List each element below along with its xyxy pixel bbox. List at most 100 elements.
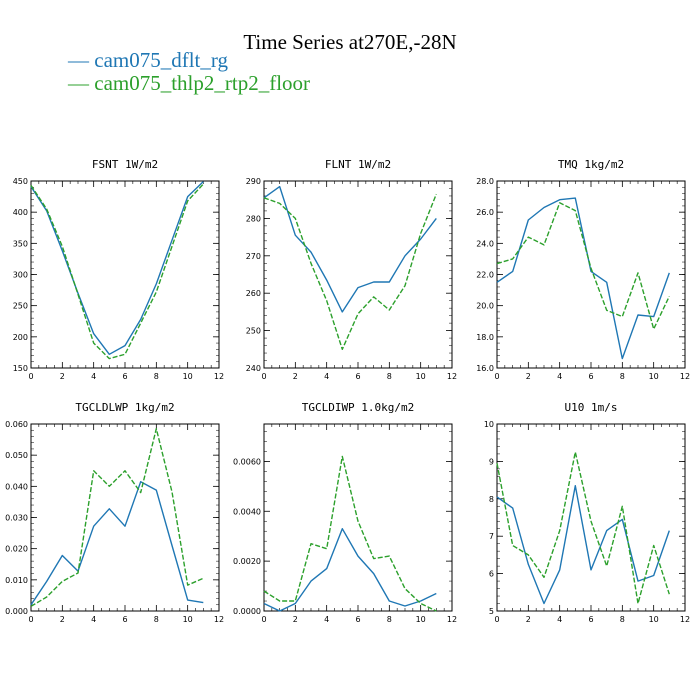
series-line-1 xyxy=(263,185,437,313)
x-tick-label: 8 xyxy=(620,372,625,381)
y-tick-label: 0.0020 xyxy=(233,557,261,566)
x-tick-label: 4 xyxy=(557,372,562,381)
x-tick-label: 4 xyxy=(557,615,562,624)
y-tick-label: 16.0 xyxy=(476,364,494,373)
x-tick-label: 0 xyxy=(261,372,266,381)
y-tick-label: 250 xyxy=(13,302,28,311)
y-tick-label: 290 xyxy=(246,177,261,186)
y-tick-label: 450 xyxy=(13,177,28,186)
panel-title: FSNT 1W/m2 xyxy=(92,158,158,171)
y-tick-label: 280 xyxy=(246,214,261,223)
y-tick-label: 0.0040 xyxy=(233,507,261,516)
x-tick-label: 6 xyxy=(355,372,360,381)
y-tick-label: 8 xyxy=(489,495,494,504)
x-tick-label: 6 xyxy=(122,372,127,381)
x-tick-label: 0 xyxy=(28,615,33,624)
x-tick-label: 2 xyxy=(293,615,298,624)
panel-title: U10 1m/s xyxy=(565,401,618,414)
y-tick-label: 0.010 xyxy=(5,576,28,585)
chart-panel-5: TGCLDIWP 1.0kg/m2 0 2 4 6 8 10 12 0.0000 0.0020 0.… xyxy=(233,401,457,624)
plot-frame xyxy=(496,180,686,369)
chart-panel-2: FLNT 1W/m2 0 2 4 6 8 10 12 240 250 260 270 280 290 xyxy=(246,158,457,381)
chart-panel-6: U10 1m/s 0 2 4 6 8 10 12 5 6 7 8 9 10 xyxy=(484,401,690,624)
series-line-2 xyxy=(263,193,437,350)
legend-entry-1: — cam075_dflt_rg xyxy=(68,48,228,73)
series-line-2 xyxy=(496,202,670,330)
x-tick-label: 12 xyxy=(680,615,690,624)
x-tick-label: 2 xyxy=(526,372,531,381)
x-tick-label: 10 xyxy=(416,615,426,624)
legend-line-icon: — xyxy=(68,71,89,95)
x-tick-label: 0 xyxy=(494,615,499,624)
x-tick-label: 6 xyxy=(355,615,360,624)
y-tick-label: 18.0 xyxy=(476,333,494,342)
x-tick-label: 2 xyxy=(60,615,65,624)
legend-label: cam075_dflt_rg xyxy=(94,48,229,72)
plot-frame xyxy=(263,423,453,612)
y-tick-label: 0.060 xyxy=(5,420,28,429)
series-line-1 xyxy=(30,481,204,606)
x-tick-label: 2 xyxy=(293,372,298,381)
x-tick-label: 8 xyxy=(154,615,159,624)
series-line-1 xyxy=(496,197,670,360)
x-tick-label: 4 xyxy=(91,372,96,381)
y-tick-label: 0.040 xyxy=(5,482,28,491)
y-tick-label: 20.0 xyxy=(476,302,494,311)
y-tick-label: 0.050 xyxy=(5,451,28,460)
x-tick-label: 12 xyxy=(447,615,457,624)
plot-frame xyxy=(263,180,453,369)
x-tick-label: 2 xyxy=(526,615,531,624)
y-tick-label: 270 xyxy=(246,252,261,261)
y-tick-label: 0.000 xyxy=(5,607,28,616)
y-tick-label: 26.0 xyxy=(476,208,494,217)
x-tick-label: 6 xyxy=(122,615,127,624)
x-tick-label: 10 xyxy=(649,372,659,381)
x-tick-label: 10 xyxy=(183,372,193,381)
x-tick-label: 8 xyxy=(387,372,392,381)
y-tick-label: 0.0000 xyxy=(233,607,261,616)
legend-entry-2: — cam075_thlp2_rtp2_floor xyxy=(68,71,310,96)
chart-panel-1: FSNT 1W/m2 0 2 4 6 8 10 12 150 200 250 300 350 400 450 xyxy=(13,158,224,381)
x-tick-label: 12 xyxy=(680,372,690,381)
y-tick-label: 6 xyxy=(489,570,494,579)
y-tick-label: 150 xyxy=(13,364,28,373)
x-tick-label: 12 xyxy=(214,372,224,381)
y-tick-label: 400 xyxy=(13,208,28,217)
x-tick-label: 2 xyxy=(60,372,65,381)
x-tick-label: 8 xyxy=(387,615,392,624)
x-tick-label: 4 xyxy=(324,372,329,381)
series-line-2 xyxy=(30,183,204,360)
series-line-1 xyxy=(30,181,204,355)
x-tick-label: 0 xyxy=(28,372,33,381)
legend-line-icon: — xyxy=(68,48,89,72)
panel-title: TGCLDIWP 1.0kg/m2 xyxy=(302,401,415,414)
plot-frame xyxy=(30,180,220,369)
x-tick-label: 12 xyxy=(214,615,224,624)
x-tick-label: 6 xyxy=(588,372,593,381)
series-line-2 xyxy=(263,455,437,612)
y-tick-label: 0.020 xyxy=(5,545,28,554)
y-tick-label: 260 xyxy=(246,289,261,298)
panel-title: TGCLDLWP 1kg/m2 xyxy=(75,401,174,414)
chart-panel-4: TGCLDLWP 1kg/m2 0 2 4 6 8 10 12 0.000 0.010 0.020 0… xyxy=(5,401,224,624)
y-tick-label: 24.0 xyxy=(476,239,494,248)
series-line-2 xyxy=(30,428,204,607)
x-tick-label: 12 xyxy=(447,372,457,381)
panel-title: FLNT 1W/m2 xyxy=(325,158,391,171)
y-tick-label: 5 xyxy=(489,607,494,616)
x-tick-label: 10 xyxy=(649,615,659,624)
plot-frame xyxy=(496,423,686,612)
legend-label: cam075_thlp2_rtp2_floor xyxy=(94,71,311,95)
y-tick-label: 9 xyxy=(489,457,494,466)
x-tick-label: 8 xyxy=(154,372,159,381)
y-tick-label: 7 xyxy=(489,532,494,541)
y-tick-label: 0.0060 xyxy=(233,457,261,466)
chart-panel-3: TMQ 1kg/m2 0 2 4 6 8 10 12 16.0 18.0 20.0 22.0 24.0 2… xyxy=(476,158,690,381)
x-tick-label: 4 xyxy=(91,615,96,624)
main-title: Time Series at270E,-28N xyxy=(243,30,457,54)
x-tick-label: 8 xyxy=(620,615,625,624)
y-tick-label: 300 xyxy=(13,271,28,280)
series-line-1 xyxy=(496,485,670,605)
series-line-2 xyxy=(496,451,670,605)
